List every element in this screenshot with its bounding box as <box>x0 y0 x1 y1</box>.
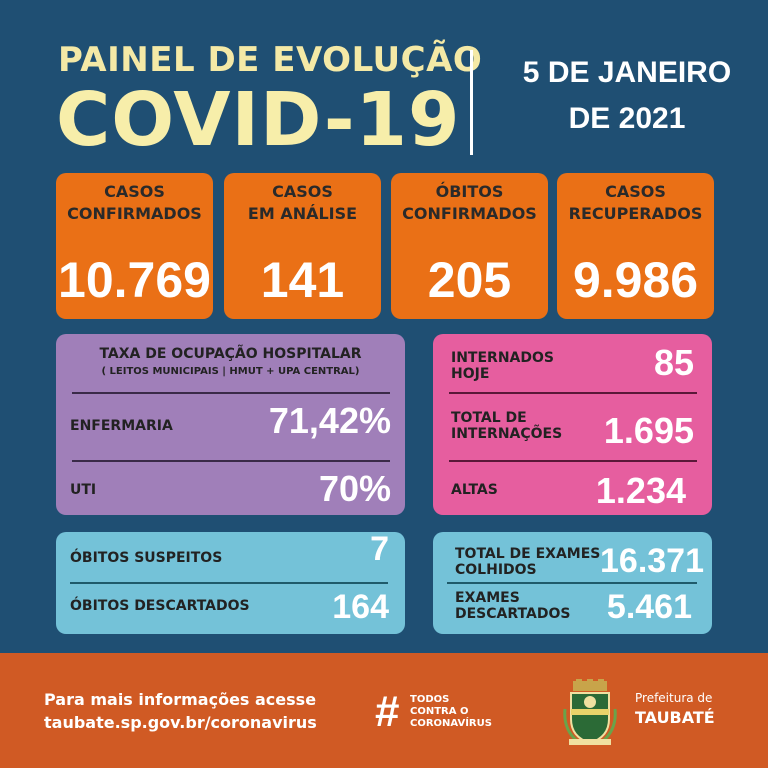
kpi-value: 141 <box>260 252 345 308</box>
exames-descartados-value: 5.461 <box>606 588 692 626</box>
kpi-value: 9.986 <box>572 252 699 308</box>
label-line-2: DESCARTADOS <box>455 606 571 622</box>
internacoes-panel: INTERNADOS HOJE 85 TOTAL DE INTERNAÇÕES … <box>433 334 712 515</box>
divider <box>449 392 697 394</box>
exames-panel: TOTAL DE EXAMES COLHIDOS 16.371 EXAMES D… <box>433 532 712 634</box>
label-line-2: INTERNAÇÕES <box>451 426 563 442</box>
label-line-1: TOTAL DE EXAMES <box>455 546 601 562</box>
divider <box>72 392 390 394</box>
obitos-panel: ÓBITOS SUSPEITOS 7 ÓBITOS DESCARTADOS 16… <box>56 530 405 634</box>
internados-hoje-value: 85 <box>653 342 694 383</box>
enfermaria-label: ENFERMARIA <box>70 418 173 434</box>
taubate-crest-icon <box>563 679 617 745</box>
label-line-2: COLHIDOS <box>455 562 537 578</box>
kpi-casos-recuperados: CASOS RECUPERADOS 9.986 <box>557 173 714 319</box>
kpi-label: CASOS EM ANÁLISE <box>247 182 358 223</box>
campaign-text: TODOS CONTRA O CORONAVÍRUS <box>410 694 492 729</box>
prefeitura-label: Prefeitura de <box>635 691 713 705</box>
kpi-casos-confirmados: CASOS CONFIRMADOS 10.769 <box>56 173 213 319</box>
obitos-suspeitos-value: 7 <box>370 530 389 568</box>
label-line-1: EXAMES <box>455 590 520 606</box>
total-exames-label: TOTAL DE EXAMES COLHIDOS <box>455 546 600 578</box>
header-divider <box>470 50 473 155</box>
label-line-1: TOTAL DE <box>451 410 527 426</box>
footer-link[interactable]: taubate.sp.gov.br/coronavirus <box>44 713 317 732</box>
enfermaria-value: 71,42% <box>268 400 391 441</box>
total-internacoes-value: 1.695 <box>603 410 694 451</box>
divider <box>447 582 697 584</box>
altas-label: ALTAS <box>451 482 498 498</box>
total-internacoes-label: TOTAL DE INTERNAÇÕES <box>451 410 562 442</box>
label-line-2: HOJE <box>451 366 490 382</box>
hospital-subheading: ( LEITOS MUNICIPAIS | HMUT + UPA CENTRAL… <box>101 366 360 377</box>
report-date: 5 DE JANEIRO DE 2021 <box>492 50 762 142</box>
kpi-value: 205 <box>427 252 512 308</box>
obitos-suspeitos-label: ÓBITOS SUSPEITOS <box>70 550 223 566</box>
hospital-occupancy-panel: TAXA DE OCUPAÇÃO HOSPITALAR ( LEITOS MUN… <box>56 334 405 515</box>
altas-value: 1.234 <box>595 470 686 511</box>
date-line-1: 5 DE JANEIRO <box>522 56 732 89</box>
kpi-label: CASOS RECUPERADOS <box>568 182 703 223</box>
divider <box>449 460 697 462</box>
divider <box>72 460 390 462</box>
exames-descartados-label: EXAMES DESCARTADOS <box>455 590 570 622</box>
kpi-value: 10.769 <box>58 252 211 308</box>
uti-value: 70% <box>318 468 391 509</box>
footer-info: Para mais informações acesse <box>44 690 317 709</box>
hospital-heading: TAXA DE OCUPAÇÃO HOSPITALAR <box>99 346 362 362</box>
kpi-label: CASOS CONFIRMADOS <box>67 182 202 223</box>
prefeitura-name: TAUBATÉ <box>635 708 715 727</box>
kpi-label: ÓBITOS CONFIRMADOS <box>402 182 537 223</box>
footer: Para mais informações acesse taubate.sp.… <box>0 653 768 768</box>
internados-hoje-label: INTERNADOS HOJE <box>451 350 554 382</box>
page-title: COVID-19 <box>56 77 461 163</box>
label-line-1: INTERNADOS <box>451 350 554 366</box>
divider <box>70 582 388 584</box>
kpi-obitos-confirmados: ÓBITOS CONFIRMADOS 205 <box>391 173 548 319</box>
uti-label: UTI <box>70 482 97 498</box>
kpi-casos-em-analise: CASOS EM ANÁLISE 141 <box>224 173 381 319</box>
hashtag-icon: # <box>375 687 400 736</box>
total-exames-value: 16.371 <box>600 542 704 580</box>
panel-subtitle: PAINEL DE EVOLUÇÃO <box>58 40 483 80</box>
date-line-2: DE 2021 <box>568 102 686 135</box>
obitos-descartados-value: 164 <box>332 588 389 626</box>
obitos-descartados-label: ÓBITOS DESCARTADOS <box>70 598 250 614</box>
